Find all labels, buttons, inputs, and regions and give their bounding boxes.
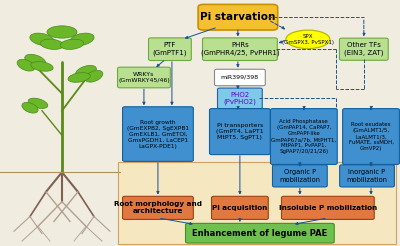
Text: PTF
(GmPTF1): PTF (GmPTF1) (153, 42, 187, 56)
Ellipse shape (40, 39, 64, 49)
FancyBboxPatch shape (272, 165, 327, 187)
Text: Insoluble P mobilization: Insoluble P mobilization (279, 205, 377, 211)
FancyBboxPatch shape (118, 67, 170, 88)
Ellipse shape (31, 62, 53, 71)
Ellipse shape (17, 59, 35, 71)
Text: PHO2
(PvPHO2): PHO2 (PvPHO2) (224, 92, 256, 105)
Ellipse shape (68, 73, 90, 82)
FancyBboxPatch shape (186, 223, 334, 243)
FancyBboxPatch shape (340, 165, 394, 187)
FancyBboxPatch shape (343, 109, 400, 164)
Text: Root morphology and
architecture: Root morphology and architecture (114, 201, 202, 215)
Text: Acid Phosphatase
(GmPAP14, CaPAP7,
GmPAPf-like
GmPAP67a/7b, MtPHT1,
MtPAP1, PvPA: Acid Phosphatase (GmPAP14, CaPAP7, GmPAP… (271, 119, 336, 154)
Text: Other TFs
(EIN3, ZAT): Other TFs (EIN3, ZAT) (344, 42, 384, 56)
Text: WRKYs
(GmWRKY45/46): WRKYs (GmWRKY45/46) (118, 72, 170, 83)
Ellipse shape (60, 39, 84, 49)
FancyBboxPatch shape (212, 196, 268, 219)
Text: Root growth
(GmEXPB2, SgEXPB1
GmEXLB1, GmETOI,
GmsPGDH1, LaCEP1
LaGPX-PDE1): Root growth (GmEXPB2, SgEXPB1 GmEXLB1, G… (127, 120, 189, 149)
Text: Inorganic P
mobilization: Inorganic P mobilization (346, 169, 388, 183)
FancyBboxPatch shape (202, 38, 277, 61)
Text: miR399/398: miR399/398 (221, 75, 259, 80)
Text: Enhancement of legume PAE: Enhancement of legume PAE (192, 229, 328, 238)
Text: Organic P
mobilization: Organic P mobilization (279, 169, 320, 183)
Ellipse shape (28, 98, 48, 108)
FancyBboxPatch shape (198, 4, 278, 30)
FancyBboxPatch shape (122, 107, 193, 161)
Ellipse shape (286, 30, 330, 48)
FancyBboxPatch shape (118, 162, 396, 244)
Ellipse shape (76, 65, 96, 77)
Ellipse shape (85, 70, 103, 82)
Text: Pi starvation: Pi starvation (200, 12, 276, 22)
Ellipse shape (47, 26, 77, 38)
Text: Root exudates
(GmALMT1/5,
LaALMT1/3,
FuMATE, ssMDH,
GmVP2): Root exudates (GmALMT1/5, LaALMT1/3, FuM… (348, 122, 394, 151)
Ellipse shape (25, 54, 46, 66)
FancyBboxPatch shape (270, 109, 337, 164)
FancyBboxPatch shape (214, 69, 265, 86)
Ellipse shape (30, 33, 54, 46)
Text: PHRs
(GmPHR4/25, PvPHR1): PHRs (GmPHR4/25, PvPHR1) (200, 42, 279, 56)
FancyBboxPatch shape (218, 88, 262, 109)
FancyBboxPatch shape (148, 38, 191, 61)
Text: SPX
(GmSPX3, PvSPX1): SPX (GmSPX3, PvSPX1) (282, 34, 334, 45)
Ellipse shape (22, 102, 38, 113)
Text: Pi transporters
(GmPT4, LaPT1
MtPT5, SgPT1): Pi transporters (GmPT4, LaPT1 MtPT5, SgP… (216, 123, 264, 140)
Ellipse shape (70, 33, 94, 46)
FancyBboxPatch shape (122, 196, 193, 219)
FancyBboxPatch shape (340, 38, 388, 60)
FancyBboxPatch shape (210, 109, 270, 154)
FancyBboxPatch shape (282, 196, 374, 219)
Text: Pi acquisition: Pi acquisition (212, 205, 268, 211)
